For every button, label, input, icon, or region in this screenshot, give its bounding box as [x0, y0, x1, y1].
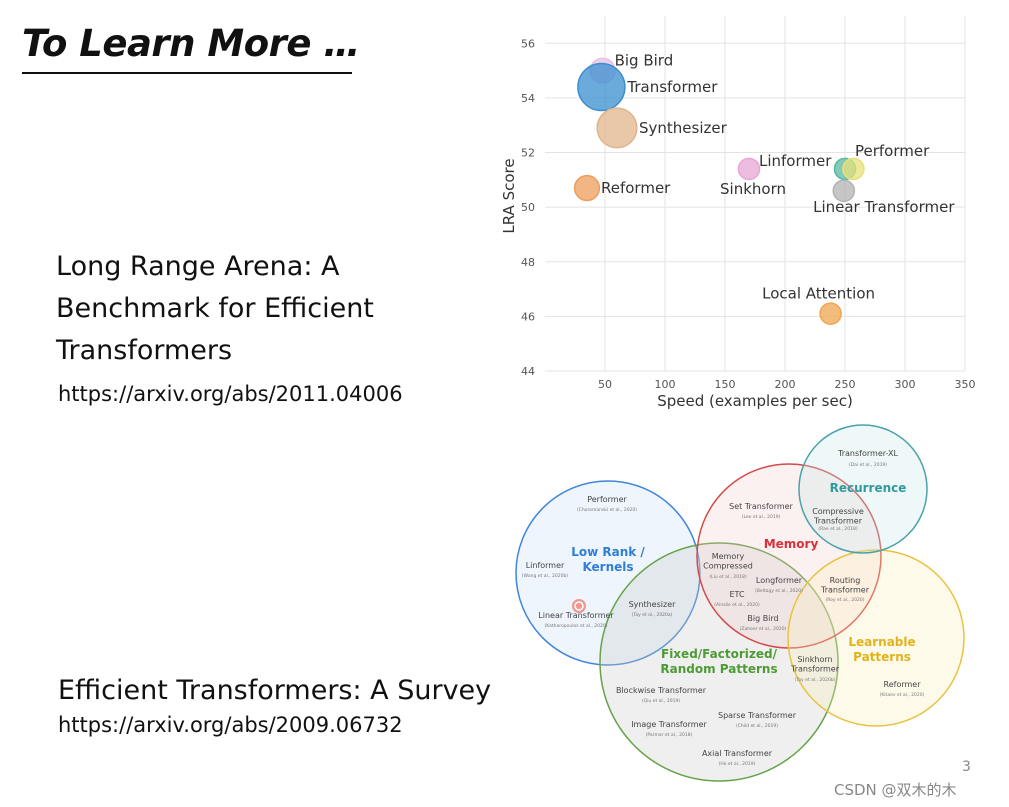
routing-label: Routing Transformer	[820, 576, 870, 595]
axial-transformer-label: Axial Transformer	[702, 749, 773, 758]
sinkhorn-cite: (Tay et al., 2020b)	[795, 677, 836, 683]
linformer-cite: (Wang et al., 2020b)	[522, 573, 568, 579]
big-bird-cite: (Zaheer et al., 2020)	[740, 626, 787, 632]
blockwise-cite: (Qiu et al., 2019)	[642, 698, 681, 704]
y-tick-label: 56	[521, 37, 535, 50]
point-label: Big Bird	[615, 52, 674, 70]
cursor-highlight-icon	[572, 599, 586, 613]
sparse-transformer-label: Sparse Transformer	[718, 711, 797, 720]
routing-cite: (Roy et al., 2020)	[826, 597, 865, 603]
cursor-ring-icon	[574, 601, 584, 611]
reformer-venn-label: Reformer	[884, 680, 922, 689]
slide-title: To Learn More …	[22, 22, 360, 65]
lra-scatter-chart: 50 100 150 200 250 300 350 44 46 48 50 52 54 56 Big B…	[500, 16, 976, 410]
grid	[545, 16, 966, 372]
sparse-transformer-cite: (Child et al., 2019)	[736, 723, 778, 729]
compressive-label: Compressive Transformer	[812, 507, 864, 526]
learnable-label: Learnable Patterns	[848, 635, 915, 664]
point-label: Local Attention	[762, 285, 875, 303]
set-transformer-cite: (Lee et al., 2019)	[742, 514, 781, 520]
performer-label: Performer	[587, 495, 627, 504]
compressive-cite: (Rae et al., 2018)	[818, 526, 857, 532]
synthesizer-cite: (Tay et al., 2020a)	[632, 612, 673, 618]
reformer-venn-cite: (Kitaev et al., 2020)	[880, 692, 925, 698]
linformer-label: Linformer	[526, 561, 565, 570]
low-rank-circle	[515, 480, 701, 666]
axes: 50 100 150 200 250 300 350 44 46 48 50 52 54 56	[521, 37, 976, 391]
memory-compressed-cite: (Liu et al., 2018)	[709, 574, 747, 580]
page-number: 3	[962, 759, 971, 775]
fixed-patterns-circle	[599, 542, 839, 782]
x-tick-label: 100	[655, 378, 676, 391]
recurrence-label: Recurrence	[830, 481, 907, 495]
reference-1-title: Long Range Arena: A Benchmark for Effici…	[56, 251, 374, 366]
data-point	[737, 157, 761, 181]
data-point	[832, 179, 856, 203]
point-label: Transformer	[626, 78, 718, 96]
linear-transformer-cite: (Katharopoulos et al., 2020)	[545, 623, 608, 629]
synthesizer-label: Synthesizer	[629, 600, 677, 609]
etc-cite: (Ainslie et al., 2020)	[714, 602, 760, 608]
low-rank-label: Low Rank / Kernels	[571, 545, 645, 574]
reference-1-url[interactable]: https://arxiv.org/abs/2011.04006	[58, 382, 403, 406]
longformer-cite: (Beltagy et al., 2020)	[755, 588, 803, 594]
sinkhorn-label: Sinkhorn Transformer	[790, 655, 840, 674]
title-underline	[22, 72, 352, 74]
reference-2-title: Efficient Transformers: A Survey	[58, 675, 492, 706]
x-tick-label: 350	[955, 378, 976, 391]
x-tick-label: 150	[715, 378, 736, 391]
point-label: Linear Transformer	[813, 198, 955, 216]
x-tick-label: 250	[835, 378, 856, 391]
data-points: Big Bird Transformer Synthesizer Reformer Li…	[573, 52, 955, 325]
y-tick-label: 50	[521, 201, 535, 214]
watermark: CSDN @双木的木	[834, 781, 957, 799]
image-transformer-cite: (Parmar et al., 2018)	[646, 732, 693, 738]
data-point	[577, 62, 626, 112]
x-tick-label: 300	[895, 378, 916, 391]
data-point	[819, 302, 842, 325]
data-point	[596, 107, 638, 149]
y-tick-label: 44	[521, 365, 535, 378]
reference-2-url[interactable]: https://arxiv.org/abs/2009.06732	[58, 713, 403, 737]
data-point	[842, 157, 865, 181]
data-point	[573, 174, 601, 202]
y-tick-label: 48	[521, 256, 535, 269]
set-transformer-label: Set Transformer	[729, 502, 793, 511]
point-label: Linformer	[759, 152, 832, 170]
x-axis-label: Speed (examples per sec)	[657, 392, 853, 410]
fixed-patterns-label: Fixed/Factorized/Random Patterns	[660, 647, 777, 676]
linear-transformer-label: Linear Transformer	[538, 611, 614, 620]
longformer-label: Longformer	[756, 576, 803, 585]
learnable-circle	[787, 549, 965, 727]
transformer-xl-label: Transformer-XL	[837, 449, 898, 458]
x-tick-label: 50	[598, 378, 612, 391]
y-axis-label: LRA Score	[500, 158, 518, 233]
y-tick-label: 52	[521, 147, 535, 160]
recurrence-circle	[798, 424, 928, 554]
point-label: Synthesizer	[639, 119, 728, 137]
memory-label: Memory	[764, 537, 819, 551]
point-label: Performer	[855, 142, 930, 160]
image-transformer-label: Image Transformer	[631, 720, 707, 729]
performer-cite: (Choromanski et al., 2020)	[577, 507, 637, 513]
memory-compressed-label: Memory Compressed	[703, 552, 753, 571]
axial-transformer-cite: (Ho et al., 2019)	[719, 761, 756, 767]
point-label: Reformer	[601, 179, 671, 197]
blockwise-label: Blockwise Transformer	[616, 686, 707, 695]
transformer-xl-cite: (Dai et al., 2019)	[849, 462, 887, 468]
y-tick-label: 46	[521, 310, 535, 323]
big-bird-label: Big Bird	[747, 614, 778, 623]
efficient-transformers-venn: Low Rank / Kernels Memory Recurrence Lear…	[515, 424, 965, 782]
y-tick-label: 54	[521, 92, 535, 105]
etc-label: ETC	[729, 590, 744, 599]
x-tick-label: 200	[775, 378, 796, 391]
point-label: Sinkhorn	[720, 180, 786, 198]
